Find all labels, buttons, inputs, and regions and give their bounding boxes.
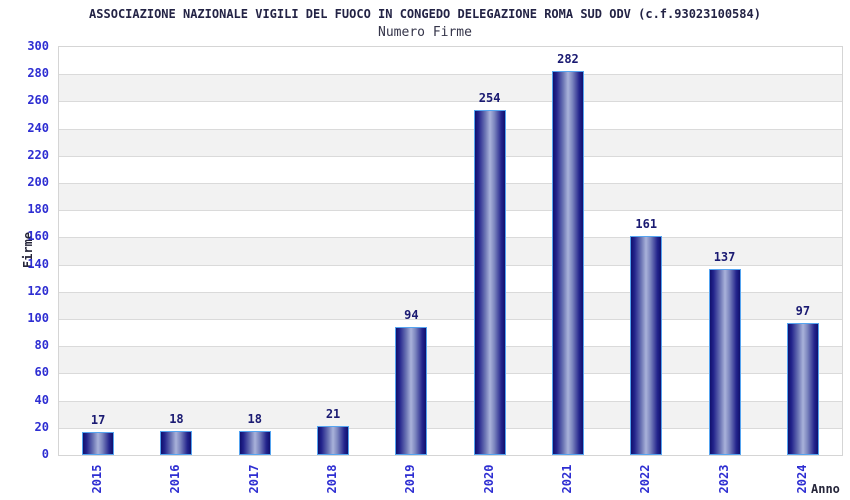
bar-value-label: 17 bbox=[90, 412, 106, 427]
bar bbox=[395, 327, 428, 455]
grid-line bbox=[59, 264, 842, 266]
bar bbox=[317, 426, 350, 455]
grid-band bbox=[59, 128, 842, 156]
x-tick-label: 2023 bbox=[716, 464, 731, 494]
grid-band bbox=[59, 183, 842, 211]
x-tick-label: 2021 bbox=[559, 464, 574, 494]
bar bbox=[630, 236, 663, 455]
x-axis-title: Anno bbox=[811, 482, 840, 496]
y-tick-label: 120 bbox=[27, 283, 49, 298]
bar-value-label: 137 bbox=[713, 249, 736, 264]
grid-line bbox=[59, 400, 842, 402]
bar-value-label: 18 bbox=[169, 411, 184, 426]
y-tick-label: 180 bbox=[27, 202, 49, 217]
grid-line bbox=[59, 210, 842, 212]
y-tick-label: 20 bbox=[34, 419, 49, 434]
y-tick-label: 300 bbox=[27, 39, 49, 53]
x-tick-label: 2018 bbox=[325, 464, 340, 494]
bar-value-label: 254 bbox=[478, 90, 501, 105]
grid-line bbox=[59, 74, 842, 76]
y-tick-label: 80 bbox=[34, 338, 49, 353]
grid-line bbox=[59, 101, 842, 103]
x-tick-label: 2016 bbox=[168, 464, 183, 494]
chart-title: ASSOCIAZIONE NAZIONALE VIGILI DEL FUOCO … bbox=[89, 7, 761, 21]
x-tick-label: 2022 bbox=[638, 464, 653, 494]
bar-value-label: 94 bbox=[404, 308, 419, 323]
x-tick-label: 2015 bbox=[90, 464, 105, 494]
grid-line bbox=[59, 427, 842, 429]
y-tick-label: 160 bbox=[27, 229, 49, 244]
chart-subtitle: Numero Firme bbox=[378, 25, 472, 40]
bar bbox=[238, 430, 271, 455]
y-tick-label: 240 bbox=[27, 120, 49, 135]
grid-line bbox=[59, 319, 842, 320]
grid-line bbox=[59, 155, 842, 157]
y-tick-label: 260 bbox=[27, 93, 49, 108]
bar bbox=[786, 323, 819, 455]
y-tick-label: 200 bbox=[27, 175, 49, 189]
y-tick-label: 40 bbox=[34, 392, 49, 407]
grid-line bbox=[59, 237, 842, 239]
grid-band bbox=[59, 237, 842, 265]
y-tick-label: 220 bbox=[27, 147, 49, 162]
x-tick-label: 2017 bbox=[246, 464, 261, 494]
grid-line bbox=[59, 128, 842, 130]
bar-value-label: 21 bbox=[325, 407, 341, 422]
grid-line bbox=[59, 183, 842, 184]
x-tick-label: 2020 bbox=[481, 464, 496, 494]
y-tick-label: 60 bbox=[34, 365, 49, 380]
y-tick-label: 280 bbox=[27, 66, 49, 81]
y-tick-label: 100 bbox=[27, 311, 49, 325]
grid-line bbox=[59, 291, 842, 293]
y-tick-label: 0 bbox=[41, 447, 49, 461]
x-tick-label: 2019 bbox=[403, 464, 418, 494]
plot-area: 17 18 18 21 94 254 282 161 137 97 bbox=[58, 46, 843, 456]
bar bbox=[473, 109, 506, 455]
grid-line bbox=[59, 346, 842, 348]
bar-value-label: 18 bbox=[247, 411, 262, 426]
bar bbox=[160, 430, 193, 455]
bar-value-label: 97 bbox=[795, 304, 811, 319]
bar-value-label: 282 bbox=[557, 52, 579, 67]
bar-value-label: 161 bbox=[635, 217, 658, 232]
grid-band bbox=[59, 74, 842, 102]
y-tick-label: 140 bbox=[27, 256, 49, 271]
bar bbox=[708, 268, 741, 455]
grid-line bbox=[59, 373, 842, 375]
bar bbox=[551, 71, 584, 455]
x-tick-label: 2024 bbox=[794, 464, 809, 494]
bar bbox=[82, 431, 115, 455]
